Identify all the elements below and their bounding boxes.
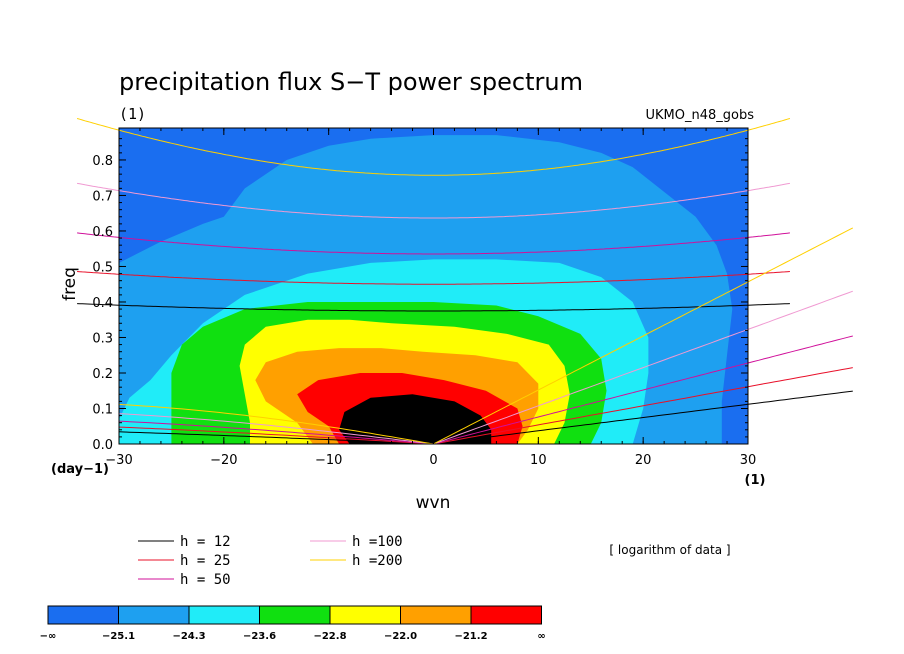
y-tick-label: 0.1 xyxy=(92,402,113,417)
kelvin-wave-12 xyxy=(433,390,853,444)
title-units: (1) xyxy=(119,105,146,123)
x-units-label: (1) xyxy=(745,473,766,488)
rossby-wave-12 xyxy=(118,431,434,444)
colorbar-swatch xyxy=(188,605,260,625)
gravity-wave-50 xyxy=(77,232,790,255)
colorbar-label: −24.3 xyxy=(172,631,205,642)
contour-band-7 xyxy=(339,394,492,444)
colorbar-label: −23.6 xyxy=(243,631,276,642)
x-axis-label: wvn xyxy=(416,493,451,513)
x-tick-label: −20 xyxy=(210,453,237,468)
y-tick-label: 0.4 xyxy=(92,296,113,311)
x-tick-label: −30 xyxy=(105,453,132,468)
kelvin-wave-200 xyxy=(433,227,854,444)
colorbar-label: −∞ xyxy=(40,631,57,642)
colorbar-swatch xyxy=(470,605,542,625)
colorbar-swatch xyxy=(400,605,472,625)
colorbar-label: −22.8 xyxy=(313,631,346,642)
legend-label: h = 50 xyxy=(180,572,231,588)
curve-legend: h = 12 h = 25 h = 50 h =100 h =200 xyxy=(138,534,403,588)
y-tick-label: 0.0 xyxy=(92,438,113,453)
gravity-wave-12 xyxy=(77,303,790,312)
legend-label: h =100 xyxy=(352,534,403,550)
y-tick-label: 0.8 xyxy=(92,154,113,169)
kelvin-wave-50 xyxy=(433,335,853,444)
colorbar-swatch xyxy=(259,605,331,625)
x-tick-label: −10 xyxy=(315,453,342,468)
y-tick-label: 0.6 xyxy=(92,225,113,240)
log-note: [ logarithm of data ] xyxy=(609,543,730,557)
x-tick-label: 0 xyxy=(429,453,437,468)
y-tick-label: 0.2 xyxy=(92,367,113,382)
rossby-wave-50 xyxy=(118,420,434,444)
chart-title: precipitation flux S−T power spectrum xyxy=(119,68,583,96)
gravity-wave-200 xyxy=(76,118,791,176)
contour-fills xyxy=(119,128,748,444)
dispersion-curves xyxy=(76,118,854,444)
axis-ticks: −30 −20 −10 0 10 20 30 0.0 0.1 0.2 0.3 0.4 0.5 0.6 0.7… xyxy=(92,128,756,468)
colorbar: −∞ −25.1 −24.3 −23.6 −22.8 −22.0 −21.2 ∞ xyxy=(40,605,546,642)
dataset-label: UKMO_n48_gobs xyxy=(645,108,754,123)
colorbar-swatch xyxy=(118,605,190,625)
legend-label: h =200 xyxy=(352,553,403,569)
kelvin-wave-100 xyxy=(433,290,853,444)
colorbar-swatch xyxy=(329,605,401,625)
legend-label: h = 12 xyxy=(180,534,231,550)
gravity-wave-25 xyxy=(77,271,790,285)
kelvin-wave-25 xyxy=(433,367,853,444)
rossby-wave-100 xyxy=(118,413,434,444)
gravity-wave-100 xyxy=(77,182,790,219)
colorbar-label: ∞ xyxy=(537,631,545,642)
y-axis-label: freq xyxy=(60,267,80,301)
colorbar-label: −22.0 xyxy=(384,631,417,642)
rossby-wave-25 xyxy=(118,426,434,444)
rossby-wave-200 xyxy=(118,403,434,444)
colorbar-label: −21.2 xyxy=(454,631,487,642)
colorbar-label: −25.1 xyxy=(102,631,135,642)
y-tick-label: 0.5 xyxy=(92,260,113,275)
x-tick-label: 30 xyxy=(740,453,757,468)
x-tick-label: 10 xyxy=(530,453,547,468)
x-tick-label: 20 xyxy=(635,453,652,468)
y-tick-label: 0.7 xyxy=(92,189,113,204)
y-tick-label: 0.3 xyxy=(92,331,113,346)
legend-label: h = 25 xyxy=(180,553,231,569)
colorbar-swatch xyxy=(47,605,119,625)
y-units-label: (day−1) xyxy=(51,462,109,477)
